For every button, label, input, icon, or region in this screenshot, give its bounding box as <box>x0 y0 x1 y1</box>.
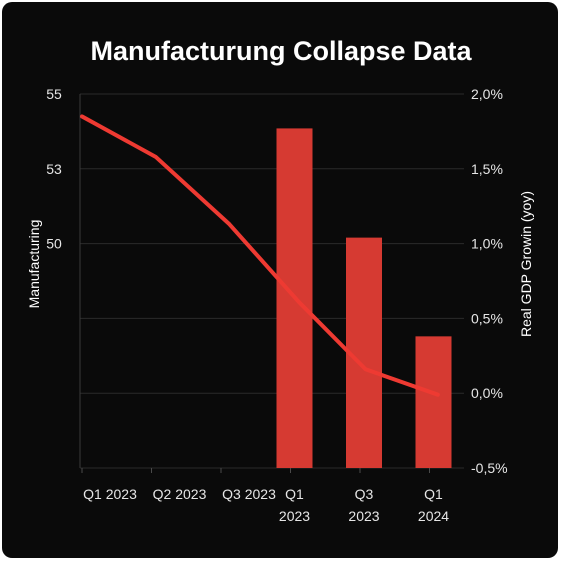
x-tick-label: 2023 <box>348 508 379 524</box>
chart-frame: Manufacturung Collapse Data 55 53 50 2,0% 1… <box>2 2 558 558</box>
x-tick-label: Q3 <box>355 486 374 502</box>
right-tick-label: 0,0% <box>471 385 503 401</box>
x-tick-label: Q1 <box>424 486 443 502</box>
x-tick-label: 2023 <box>279 508 310 524</box>
grid <box>79 93 464 469</box>
right-tick-label: 1,0% <box>471 236 503 252</box>
left-tick-label: 55 <box>46 86 62 102</box>
x-tick-label: 2024 <box>418 508 449 524</box>
x-axis: Q1 2023 Q2 2023 Q3 2023 Q1 2023 Q3 2023 Q1 2024 <box>81 468 449 524</box>
x-tick-label: Q1 <box>285 486 304 502</box>
right-tick-label: 2,0% <box>471 86 503 102</box>
series-line <box>80 114 440 397</box>
left-tick-label: 50 <box>46 236 62 252</box>
line-series <box>80 114 440 397</box>
chart-title: Manufacturung Collapse Data <box>90 36 472 66</box>
right-axis-title: Real GDP Growin (yoy) <box>518 191 534 337</box>
bar-series <box>276 128 452 468</box>
left-tick-label: 53 <box>46 161 62 177</box>
right-axis: 2,0% 1,5% 1,0% 0,5% 0,0% -0,5% <box>471 86 508 476</box>
x-tick-label: Q1 2023 <box>83 486 137 502</box>
chart: Manufacturung Collapse Data 55 53 50 2,0% 1… <box>26 36 534 524</box>
left-axis: 55 53 50 <box>46 86 62 252</box>
right-tick-label: -0,5% <box>471 460 508 476</box>
right-tick-label: 1,5% <box>471 161 503 177</box>
left-axis-title: Manufacturing <box>26 220 42 309</box>
right-tick-label: 0,5% <box>471 310 503 326</box>
x-tick-label: Q2 2023 <box>153 486 207 502</box>
bar <box>415 336 452 468</box>
x-tick-label: Q3 2023 <box>222 486 276 502</box>
